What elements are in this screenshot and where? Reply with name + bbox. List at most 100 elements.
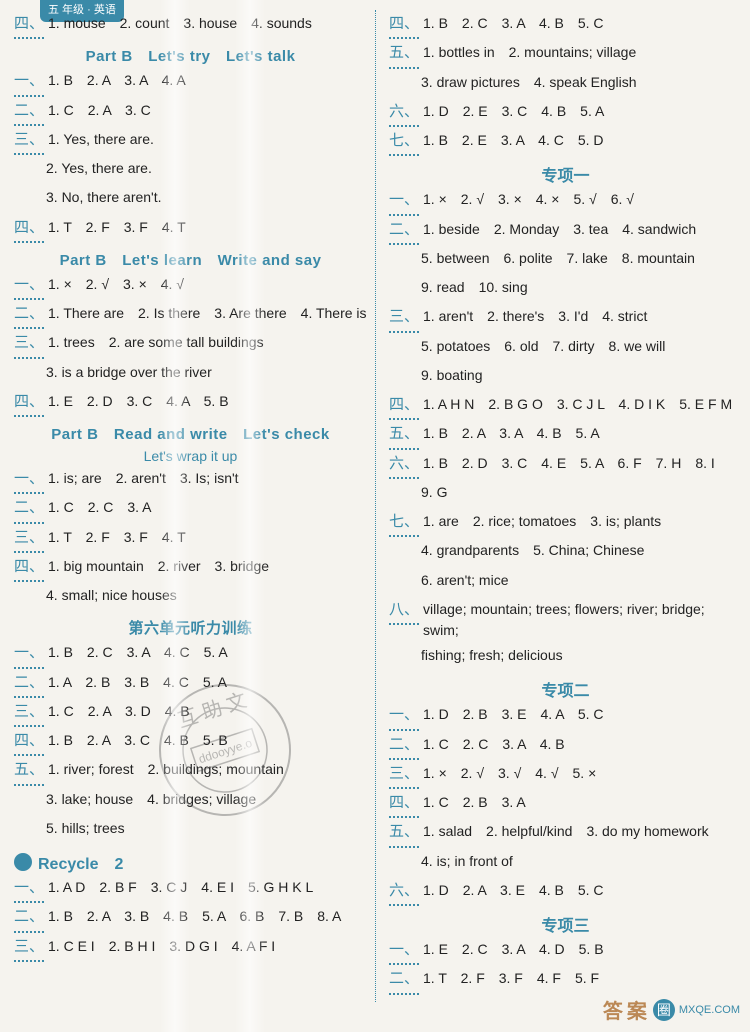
answer-row: x4. is; in front of [389,851,742,877]
row-num: 五、 [389,42,419,68]
watermark-site: MXQE.COM [679,1004,740,1016]
circle-icon [14,853,32,871]
row-ans: 1. B 2. A 3. A 4. B 5. A [423,423,742,445]
row-num: 一、 [14,877,44,903]
answer-row: 四、1. T 2. F 3. F 4. T [14,217,367,243]
row-num: 三、 [14,936,44,962]
row-num: 一、 [14,642,44,668]
row-ans: 9. boating [421,365,742,387]
row-num: 六、 [389,453,419,479]
row-ans: 1. trees 2. are some tall buildings [48,332,367,354]
row-num: 一、 [14,70,44,96]
row-num: 三、 [14,701,44,727]
row-ans: 1. E 2. C 3. A 4. D 5. B [423,939,742,961]
answer-row: x3. draw pictures 4. speak English [389,72,742,98]
row-ans: 1. salad 2. helpful/kind 3. do my homewo… [423,821,742,843]
section-title: Part B Let's try Let's talk [14,45,367,66]
row-ans: 9. G [421,482,742,504]
row-num: 三、 [14,527,44,553]
answer-row: 四、1. big mountain 2. river 3. bridge [14,556,367,582]
answer-row: 三、1. C E I 2. B H I 3. D G I 4. A F I [14,936,367,962]
row-ans: 1. C 2. B 3. A [423,792,742,814]
answer-row: 六、1. D 2. E 3. C 4. B 5. A [389,101,742,127]
row-ans: 1. is; are 2. aren't 3. Is; isn't [48,468,367,490]
row-ans: village; mountain; trees; flowers; river… [423,599,742,642]
row-ans: 1. C E I 2. B H I 3. D G I 4. A F I [48,936,367,958]
zhuan-title: 专项三 [389,912,742,936]
answer-row: 二、1. beside 2. Monday 3. tea 4. sandwich [389,219,742,245]
section-title: 第六单元听力训练 [14,617,367,638]
answer-row: 六、1. D 2. A 3. E 4. B 5. C [389,880,742,906]
answer-row: x4. grandparents 5. China; Chinese [389,540,742,566]
answer-row: xfishing; fresh; delicious [389,645,742,671]
row-num: 八、 [389,599,419,625]
watermark-circle-icon: 圈 [653,999,675,1021]
answer-row: x9. G [389,482,742,508]
row-ans: 1. big mountain 2. river 3. bridge [48,556,367,578]
row-num: 三、 [14,129,44,155]
answer-row: 三、1. × 2. √ 3. √ 4. √ 5. × [389,763,742,789]
answer-row: 八、village; mountain; trees; flowers; riv… [389,599,742,642]
row-num: 四、 [14,217,44,243]
answer-row: 一、1. B 2. C 3. A 4. C 5. A [14,642,367,668]
svg-text:互 助 文: 互 助 文 [175,689,250,733]
row-num: 一、 [389,704,419,730]
answer-row: 四、1. E 2. D 3. C 4. A 5. B [14,391,367,417]
row-ans: 1. aren't 2. there's 3. I'd 4. strict [423,306,742,328]
row-num: 一、 [14,274,44,300]
row-num: 一、 [389,939,419,965]
row-ans: 3. draw pictures 4. speak English [421,72,742,94]
row-ans: 1. are 2. rice; tomatoes 3. is; plants [423,511,742,533]
answer-row: 七、1. B 2. E 3. A 4. C 5. D [389,130,742,156]
watermark-text: 答案 [603,995,651,1024]
row-num: 二、 [389,219,419,245]
answer-row: 六、1. B 2. D 3. C 4. E 5. A 6. F 7. H 8. … [389,453,742,479]
section-title: Part B Let's learn Write and say [14,249,367,270]
row-num: 二、 [14,497,44,523]
row-num: 三、 [389,306,419,332]
row-ans: 1. mouse 2. count 3. house 4. sounds [48,13,367,35]
row-ans: 1. T 2. F 3. F 4. F 5. F [423,968,742,990]
row-num: 四、 [14,730,44,756]
row-ans: 3. is a bridge over the river [46,362,367,384]
row-ans: 1. D 2. B 3. E 4. A 5. C [423,704,742,726]
row-num: 五、 [389,423,419,449]
row-ans: 1. T 2. F 3. F 4. T [48,217,367,239]
row-num: 一、 [389,189,419,215]
row-ans: 1. B 2. A 3. B 4. B 5. A 6. B 7. B 8. A [48,906,367,928]
row-num: 三、 [14,332,44,358]
row-num: 六、 [389,880,419,906]
answer-row: 三、1. trees 2. are some tall buildings [14,332,367,358]
answer-row: 一、1. D 2. B 3. E 4. A 5. C [389,704,742,730]
answer-row: 一、1. E 2. C 3. A 4. D 5. B [389,939,742,965]
watermark: 答案 圈 MXQE.COM [603,995,740,1024]
recycle-title-row: Recycle 2 [14,850,367,874]
row-num: 二、 [389,968,419,994]
row-ans: 1. Yes, there are. [48,129,367,151]
row-num: 一、 [14,468,44,494]
row-num: 五、 [14,759,44,785]
answer-row: x9. boating [389,365,742,391]
row-ans: 4. grandparents 5. China; Chinese [421,540,742,562]
row-num: 五、 [389,821,419,847]
column-divider [375,10,376,1002]
row-ans: 1. B 2. E 3. A 4. C 5. D [423,130,742,152]
left-column: 四、 1. mouse 2. count 3. house 4. sounds … [0,0,375,1032]
row-ans: 1. × 2. √ 3. × 4. √ [48,274,367,296]
answer-row: 三、1. T 2. F 3. F 4. T [14,527,367,553]
row-ans: 6. aren't; mice [421,570,742,592]
answer-row: 一、1. × 2. √ 3. × 4. × 5. √ 6. √ [389,189,742,215]
answer-row: x9. read 10. sing [389,277,742,303]
row-ans: 1. C 2. C 3. A 4. B [423,734,742,756]
row-num: 二、 [14,672,44,698]
answer-row: 四、1. A H N 2. B G O 3. C J L 4. D I K 5.… [389,394,742,420]
row-ans: 1. B 2. D 3. C 4. E 5. A 6. F 7. H 8. I [423,453,742,475]
row-ans: 1. A H N 2. B G O 3. C J L 4. D I K 5. E… [423,394,742,416]
row-ans: 1. T 2. F 3. F 4. T [48,527,367,549]
row-ans: 1. B 2. C 3. A 4. B 5. C [423,13,742,35]
row-ans: 1. E 2. D 3. C 4. A 5. B [48,391,367,413]
answer-row: 五、1. salad 2. helpful/kind 3. do my home… [389,821,742,847]
row-num: 四、 [14,556,44,582]
answer-row: 三、1. Yes, there are. [14,129,367,155]
row-num: 七、 [389,511,419,537]
